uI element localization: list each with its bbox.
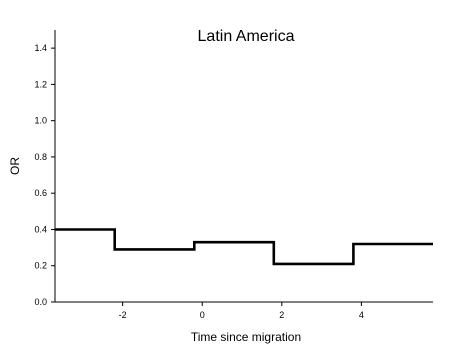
y-ticks: 0.0 0.2 0.4 0.6 0.8 1.0 1.2 1.4	[34, 43, 55, 307]
chart-title: Latin America	[198, 28, 295, 45]
y-tick-label: 0.8	[34, 152, 47, 162]
y-axis-label: OR	[8, 157, 22, 175]
axes	[54, 30, 433, 303]
y-tick-label: 1.2	[34, 79, 47, 89]
x-axis-label: Time since migration	[191, 330, 301, 344]
x-tick-label: 4	[359, 310, 364, 320]
x-ticks: -2 0 2 4	[119, 302, 364, 320]
series-group	[55, 228, 433, 266]
y-tick-label: 0.4	[34, 224, 47, 234]
x-tick-label: -2	[119, 310, 127, 320]
x-tick-label: 2	[279, 310, 284, 320]
y-tick-label: 1.0	[34, 116, 47, 126]
y-tick-label: 1.4	[34, 43, 47, 53]
y-tick-label: 0.2	[34, 261, 47, 271]
step-line-series	[55, 228, 433, 266]
y-tick-label: 0.6	[34, 188, 47, 198]
x-tick-label: 0	[200, 310, 205, 320]
y-tick-label: 0.0	[34, 297, 47, 307]
